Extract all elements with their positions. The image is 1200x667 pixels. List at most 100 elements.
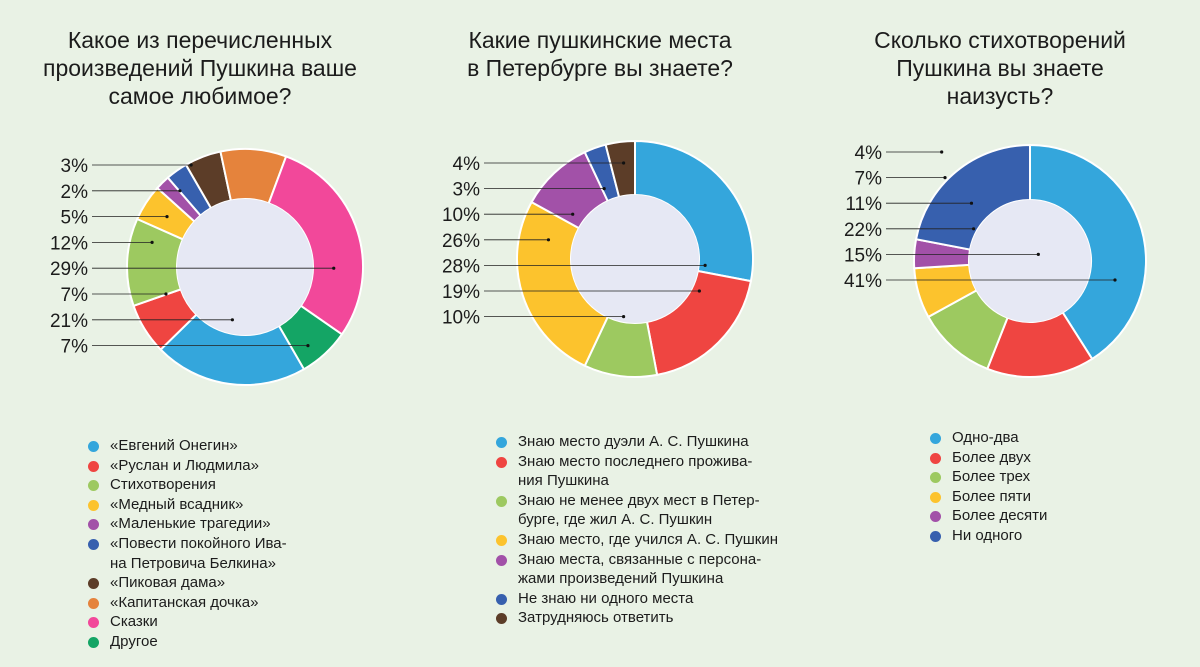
legend-label: «Руслан и Людмила»: [110, 456, 259, 474]
legend-swatch: [88, 578, 99, 590]
legend-swatch: [88, 597, 99, 609]
legend-label: Одно-два: [952, 429, 1019, 446]
leader-dot: [150, 240, 154, 244]
chart-panel-pushkin-places: Какие пушкинские места в Петербурге вы з…: [400, 0, 800, 667]
legend-label: бурге, где жил А. С. Пушкин: [518, 511, 713, 529]
legend-swatch: [88, 636, 99, 648]
chart-legend: Знаю место дуэли А. С. Пушкина Знаю место…: [496, 432, 796, 628]
legend-swatch: [496, 456, 507, 468]
chart-title: Сколько стихотворений Пушкина вы знаете …: [800, 26, 1200, 110]
legend-item-9: Сказки: [88, 612, 388, 632]
percentage-label: 15%: [844, 245, 882, 266]
legend-swatch: [88, 460, 99, 472]
legend-item-6: Не знаю ни одного места: [496, 589, 796, 609]
percentage-label: 11%: [845, 194, 882, 215]
legend-label: Более трех: [952, 468, 1031, 486]
legend-label: «Медный всадник»: [110, 495, 244, 513]
leader-dot: [940, 150, 944, 154]
chart-panel-favorite-works: Какое из перечисленных произведений Пушк…: [0, 0, 400, 667]
legend-label: Ни одного: [952, 526, 1023, 544]
leader-dot: [1036, 252, 1040, 256]
legend-item-4: «Медный всадник»: [88, 495, 388, 515]
percentage-label: 7%: [855, 169, 883, 190]
leader-dot: [971, 227, 976, 231]
leader-dot: [164, 292, 168, 296]
legend-item-5: Знаю места, связанные с персона-жами про…: [496, 550, 796, 589]
percentage-label: 2%: [61, 182, 89, 203]
legend-swatch: [496, 495, 507, 507]
legend-swatch: [930, 491, 941, 503]
leader-dot: [943, 176, 947, 180]
legend-label: Более десяти: [952, 507, 1048, 525]
donut-chart: 4% 3% 10% 26% 28% 19% 10%: [442, 139, 754, 378]
leader-dot: [332, 266, 336, 270]
chart-title: Какое из перечисленных произведений Пушк…: [0, 26, 400, 110]
legend-swatch: [930, 452, 941, 464]
leader-dot: [969, 201, 974, 205]
legend-label: Более пяти: [952, 487, 1031, 505]
legend-swatch: [496, 437, 507, 448]
title-line: Какое из перечисленных: [67, 27, 333, 53]
legend-item-1: Одно-два: [930, 428, 1190, 448]
percentage-label: 3%: [61, 156, 89, 177]
percentage-label: 3%: [453, 180, 481, 201]
legend-label: Стихотворения: [110, 476, 216, 494]
legend-label: «Маленькие трагедии»: [110, 515, 271, 533]
legend-swatch: [88, 617, 99, 629]
legend-item-8: «Капитанская дочка»: [88, 593, 388, 613]
title-line: Какие пушкинские места: [468, 27, 732, 53]
percentage-label: 19%: [442, 282, 480, 303]
legend-label: Затрудняюсь ответить: [518, 609, 674, 627]
legend-label: Знаю место дуэли А. С. Пушкина: [518, 433, 749, 450]
legend-swatch: [88, 499, 99, 511]
legend-item-1: «Евгений Онегин»: [88, 436, 388, 456]
title-line: наизусть?: [946, 83, 1054, 109]
percentage-label: 10%: [442, 205, 480, 226]
legend-label: Другое: [110, 632, 158, 650]
title-line: самое любимое?: [108, 83, 292, 109]
percentage-label: 22%: [844, 220, 882, 241]
title-line: Пушкина вы знаете: [896, 55, 1104, 81]
legend-label: Знаю не менее двух мест в Петер-: [518, 491, 760, 509]
legend-label: Сказки: [110, 613, 158, 631]
legend-label: «Пиковая дама»: [110, 574, 226, 592]
percentage-label: 5%: [61, 208, 89, 229]
legend-item-5: «Маленькие трагедии»: [88, 514, 388, 534]
legend-item-2: Знаю место последнего прожива-ния Пушкин…: [496, 452, 796, 491]
chart-legend: Одно-два Более двух Более трех Более пяти Бо…: [930, 428, 1190, 546]
percentage-label: 41%: [844, 271, 882, 292]
legend-item-10: Другое: [88, 632, 388, 652]
legend-item-3: Знаю не менее двух мест в Петер-бурге, г…: [496, 491, 796, 530]
leader-dot: [306, 344, 310, 348]
legend-swatch: [930, 472, 941, 484]
percentage-label: 4%: [855, 143, 883, 164]
legend-label: Более двух: [952, 448, 1031, 466]
donut-hole: [177, 199, 313, 335]
legend-item-5: Более десяти: [930, 506, 1190, 526]
legend-swatch: [88, 480, 99, 492]
leader-dot: [230, 318, 234, 322]
percentage-label: 7%: [61, 337, 89, 358]
legend-swatch: [88, 519, 99, 531]
legend-label: Знаю места, связанные с персона-: [518, 550, 762, 568]
legend-swatch: [88, 538, 99, 550]
legend-item-6: Ни одного: [930, 526, 1190, 546]
leader-dot: [697, 289, 701, 293]
percentage-label: 12%: [50, 233, 88, 254]
legend-item-4: Знаю место, где учился А. С. Пушкин: [496, 530, 796, 550]
leader-dot: [621, 161, 626, 165]
percentage-label: 28%: [442, 256, 480, 277]
donut-hole: [969, 200, 1091, 322]
leader-dot: [546, 238, 551, 242]
percentage-label: 7%: [61, 285, 89, 306]
percentage-label: 26%: [442, 231, 480, 252]
legend-item-7: «Пиковая дама»: [88, 573, 388, 593]
leader-dot: [571, 212, 575, 216]
leader-dot: [1113, 278, 1117, 282]
legend-label: «Евгений Онегин»: [110, 437, 238, 454]
percentage-label: 10%: [442, 308, 480, 329]
chart-panel-poems-by-heart: Сколько стихотворений Пушкина вы знаете …: [800, 0, 1200, 667]
chart-legend: «Евгений Онегин» «Руслан и Людмила» Стихот…: [88, 436, 388, 652]
legend-label: на Петровича Белкина»: [110, 554, 276, 572]
leader-dot: [703, 263, 707, 267]
